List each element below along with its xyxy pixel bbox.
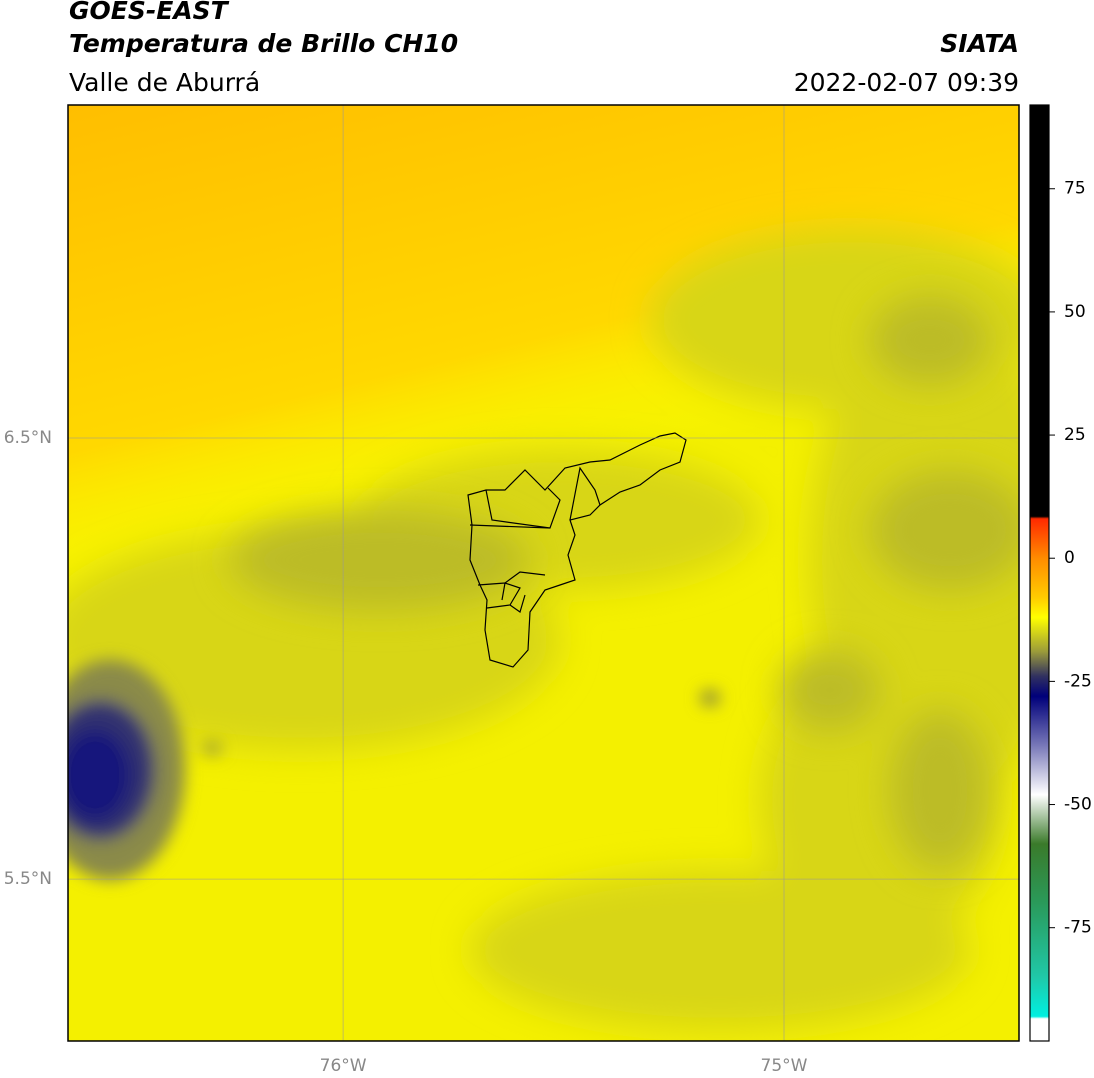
colorbar-tick-label: 75 bbox=[1064, 179, 1086, 199]
lon-label: 76°W bbox=[320, 1056, 367, 1076]
colorbar-tick-label: 0 bbox=[1064, 548, 1075, 568]
colorbar-tick-label: 25 bbox=[1064, 425, 1086, 445]
region: Valle de Aburrá bbox=[69, 68, 260, 97]
colorbar-tick-label: -75 bbox=[1064, 918, 1092, 938]
colorbar-tick-label: -25 bbox=[1064, 671, 1092, 691]
lat-label: 6.5°N bbox=[4, 428, 52, 448]
lat-label: 5.5°N bbox=[4, 869, 52, 889]
colorbar bbox=[1029, 104, 1050, 1042]
title: GOES-EAST bbox=[69, 0, 230, 25]
colorbar-tick-label: 50 bbox=[1064, 302, 1086, 322]
colorbar-tick-label: -50 bbox=[1064, 795, 1092, 815]
datetime: 2022-02-07 09:39 bbox=[794, 68, 1019, 97]
valley-boundary bbox=[467, 432, 687, 668]
subtitle: Temperatura de Brillo CH10 bbox=[69, 29, 458, 58]
map-frame bbox=[67, 104, 1020, 1042]
temperature-field bbox=[68, 105, 1019, 1041]
lon-label: 75°W bbox=[761, 1056, 808, 1076]
source: SIATA bbox=[940, 29, 1019, 58]
